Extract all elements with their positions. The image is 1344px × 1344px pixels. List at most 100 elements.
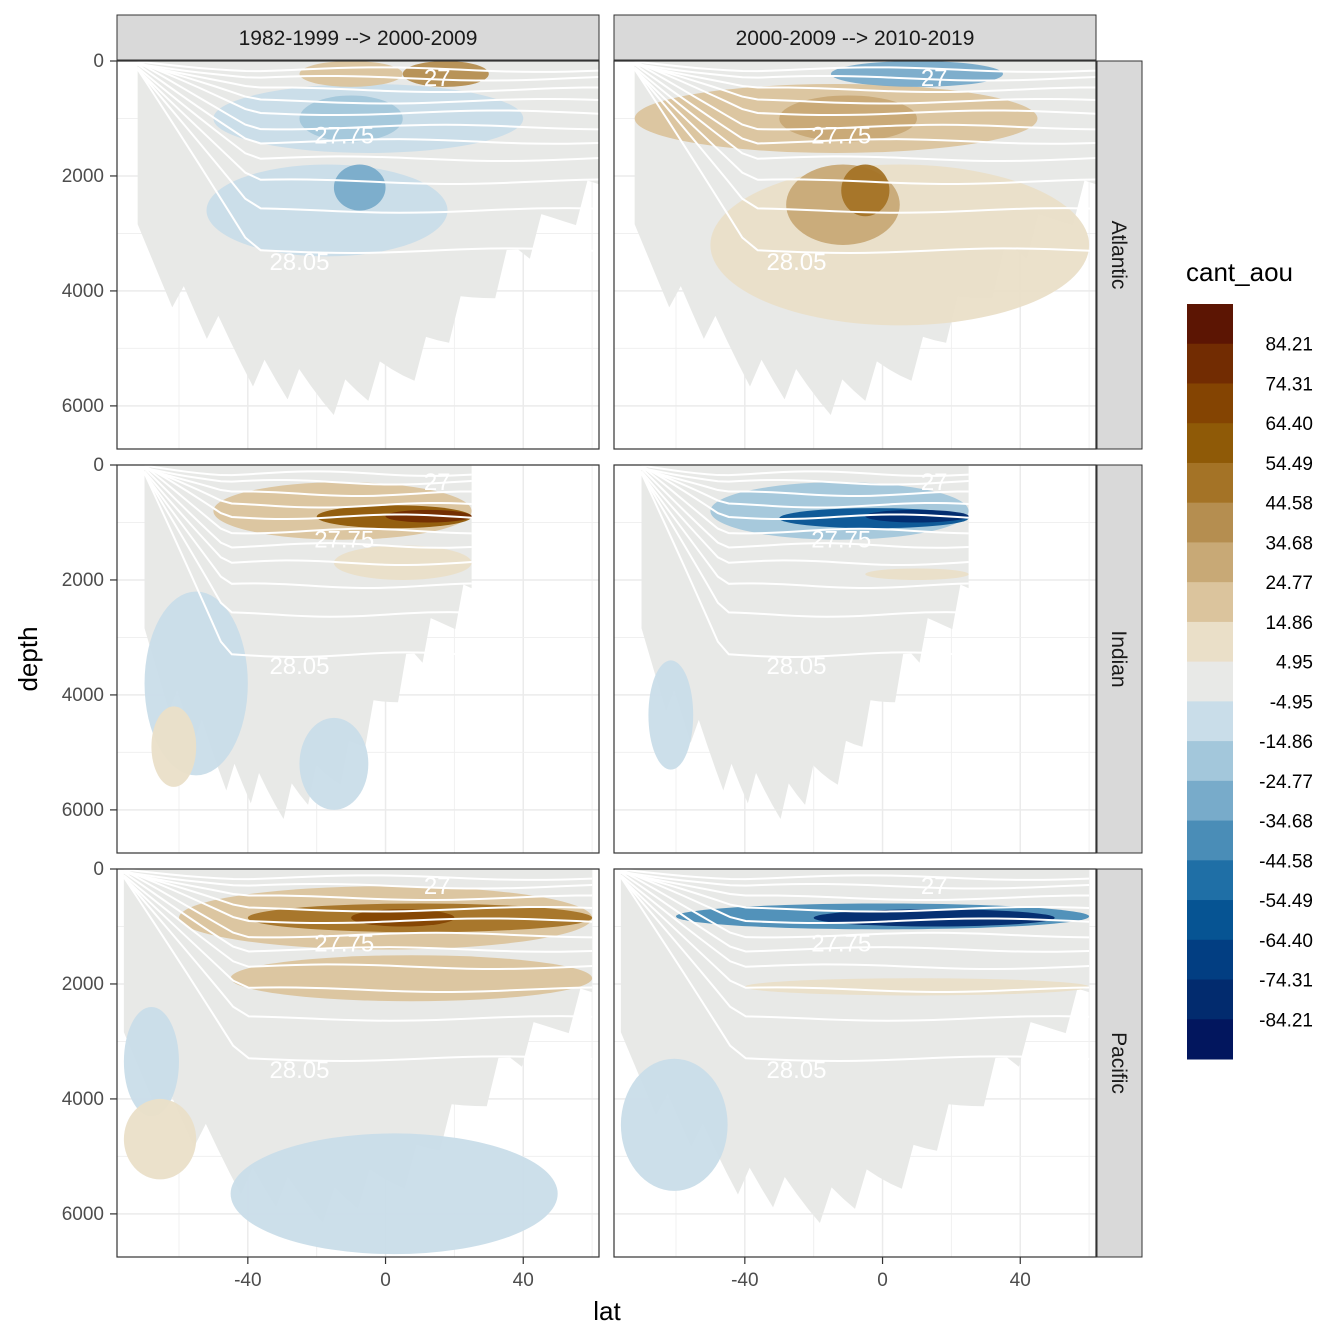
panel-border [116, 868, 600, 1258]
anomaly-patch-3 [710, 164, 1090, 326]
x-tick-label-1-40: 40 [513, 1270, 534, 1291]
anomaly-patch-5 [123, 1006, 179, 1117]
isopycnal-label-2: 27.75 [314, 931, 374, 958]
legend: cant_aou 84.21 74.31 64.40 54.49 44.58 34.68 2… [1186, 257, 1313, 1060]
anomaly-patch-4 [333, 164, 386, 211]
legend-label-2: 74.31 [1265, 374, 1313, 395]
legend-label-12: -24.77 [1259, 772, 1313, 793]
legend-label-3: 64.40 [1265, 414, 1313, 435]
anomaly-patch-6 [123, 1098, 197, 1180]
panel-border [613, 868, 1097, 1258]
isopycnal-lines [633, 61, 1096, 254]
legend-swatch-1 [1187, 304, 1233, 345]
isopycnal-lines [143, 465, 472, 658]
y-tick-label-1-4000: 4000 [62, 281, 104, 302]
legend-swatch-3 [1187, 383, 1233, 424]
legend-label-7: 24.77 [1265, 573, 1313, 594]
isopycnal-label-1: 27 [921, 65, 948, 92]
panel-indian-1: 27 27.75 28.05 [116, 464, 600, 854]
panel-border [116, 60, 600, 450]
anomaly-patch-2 [779, 95, 917, 142]
legend-label-17: -74.31 [1259, 971, 1313, 992]
anomaly-patch-7 [230, 1133, 558, 1255]
legend-swatch-19 [1187, 1019, 1233, 1060]
y-axis-title: depth [13, 626, 43, 691]
legend-swatch-17 [1187, 939, 1233, 981]
legend-swatch-14 [1187, 820, 1233, 861]
x-tick-label-2--40: -40 [731, 1270, 758, 1291]
legend-swatch-2 [1187, 343, 1233, 384]
legend-title: cant_aou [1186, 257, 1293, 287]
isopycnal-label-1: 27 [921, 873, 948, 900]
y-tick-label-2-2000: 2000 [62, 570, 104, 591]
anomaly-patch-6 [299, 717, 369, 810]
x-tick-label-1-0: 0 [380, 1270, 391, 1291]
panel-atlantic-2: 27 27.75 28.05 [613, 60, 1097, 450]
isopycnal-label-3: 28.05 [766, 653, 826, 680]
isopycnal-label-2: 27.75 [811, 931, 871, 958]
panel-pacific-2: 27 27.75 28.05 [613, 868, 1097, 1258]
legend-label-5: 44.58 [1265, 494, 1313, 515]
legend-label-11: -14.86 [1259, 732, 1313, 753]
legend-swatch-11 [1187, 701, 1233, 742]
legend-swatch-7 [1187, 542, 1233, 583]
legend-swatch-10 [1187, 661, 1233, 702]
isopycnal-label-3: 28.05 [269, 1057, 329, 1084]
legend-label-13: -34.68 [1259, 812, 1313, 833]
section-body [641, 465, 969, 820]
y-tick-label-1-6000: 6000 [62, 396, 104, 417]
isopycnal-label-3: 28.05 [269, 653, 329, 680]
row-strip-label-atlantic: Atlantic [1107, 221, 1130, 290]
y-tick-label-2-4000: 4000 [62, 685, 104, 706]
isopycnal-label-3: 28.05 [269, 249, 329, 276]
legend-swatch-16 [1187, 900, 1233, 941]
anomaly-patch-4 [865, 568, 969, 580]
legend-swatch-13 [1187, 780, 1233, 822]
row-strip-label-indian: Indian [1107, 630, 1130, 687]
isopycnal-lines [640, 465, 969, 658]
y-tick-label-3-0: 0 [93, 859, 104, 880]
isopycnal-label-3: 28.05 [766, 1057, 826, 1084]
panel-indian-2: 27 27.75 28.05 [613, 464, 1097, 854]
anomaly-patch-5 [299, 61, 403, 87]
row-strip-atlantic: Atlantic [1096, 60, 1143, 450]
legend-swatch-5 [1187, 462, 1233, 504]
anomaly-patch-7 [151, 706, 197, 787]
anomaly-patch-4 [620, 1058, 728, 1191]
isopycnal-label-2: 27.75 [314, 527, 374, 554]
anomaly-patch-4 [333, 545, 472, 580]
col-strip-label-1: 1982-1999 --> 2000-2009 [239, 27, 478, 50]
isopycnal-lines [620, 869, 1090, 1062]
x-axis-title: lat [593, 1296, 621, 1326]
legend-label-1: 84.21 [1265, 335, 1313, 356]
legend-swatch-4 [1187, 423, 1233, 464]
y-tick-label-1-0: 0 [93, 51, 104, 72]
legend-label-9: 4.95 [1276, 653, 1313, 674]
x-tick-label-2-40: 40 [1010, 1270, 1031, 1291]
isopycnal-label-3: 28.05 [766, 249, 826, 276]
panel-pacific-1: 27 27.75 28.05 [116, 868, 600, 1258]
anomaly-patch-3 [865, 509, 969, 523]
legend-swatch-6 [1187, 502, 1233, 543]
panel-border [116, 464, 600, 854]
axes-layer: 020004000600002000400060000200040006000-… [62, 51, 1031, 1291]
panel-border [613, 464, 1097, 854]
col-strip-label-2: 2000-2009 --> 2010-2019 [736, 27, 975, 50]
legend-label-18: -84.21 [1259, 1010, 1313, 1031]
col-strip-2: 2000-2009 --> 2010-2019 [613, 14, 1097, 61]
legend-label-4: 54.49 [1265, 454, 1313, 475]
x-tick-label-1--40: -40 [234, 1270, 261, 1291]
anomaly-patch-2 [299, 95, 403, 142]
isopycnal-label-1: 27 [424, 873, 451, 900]
legend-swatch-12 [1187, 741, 1233, 782]
legend-label-16: -64.40 [1259, 931, 1313, 952]
y-tick-label-3-6000: 6000 [62, 1204, 104, 1225]
isopycnal-label-2: 27.75 [811, 123, 871, 150]
isopycnal-label-2: 27.75 [314, 123, 374, 150]
legend-label-14: -44.58 [1259, 851, 1313, 872]
isopycnal-label-1: 27 [424, 469, 451, 496]
row-strip-indian: Indian [1096, 464, 1143, 854]
y-tick-label-2-0: 0 [93, 455, 104, 476]
y-tick-label-2-6000: 6000 [62, 800, 104, 821]
